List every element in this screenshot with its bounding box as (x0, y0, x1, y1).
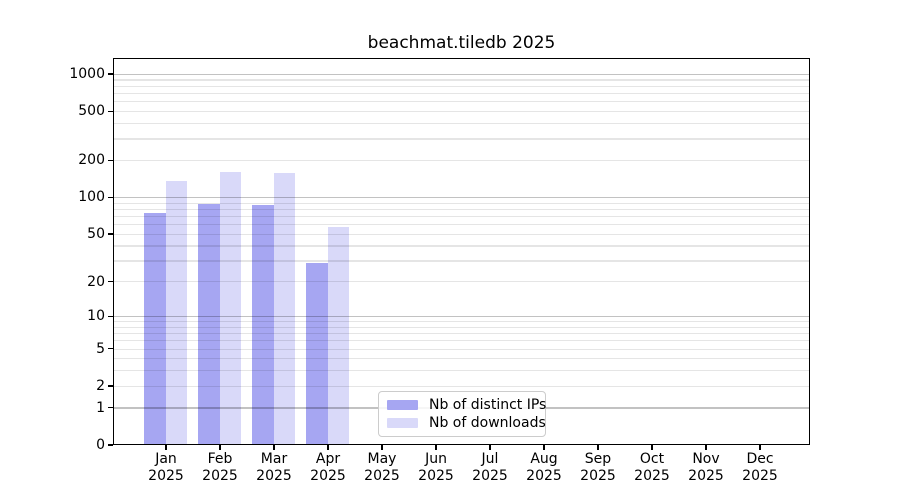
x-tick-label: Dec 2025 (742, 451, 778, 484)
gridline-minor (114, 160, 809, 162)
bar-apr-downloads (327, 227, 350, 444)
x-tick-label: Apr 2025 (310, 451, 346, 484)
gridline-minor (114, 85, 809, 87)
gridline-minor (114, 326, 809, 328)
x-tick-mark (597, 445, 599, 450)
x-tick-mark (165, 445, 167, 450)
x-tick-label: Oct 2025 (634, 451, 670, 484)
gridline-minor (114, 358, 809, 360)
gridline-minor (114, 233, 809, 235)
y-tick-mark (108, 280, 113, 283)
y-tick-mark (108, 110, 113, 112)
gridline-major (114, 73, 809, 76)
y-tick-mark (108, 385, 113, 387)
bar-mar-downloads (273, 172, 296, 444)
y-tick-label: 100 (78, 189, 105, 206)
gridline-minor (114, 122, 809, 125)
x-tick-label: Jan 2025 (148, 451, 184, 484)
y-tick-mark (108, 159, 113, 161)
bar-mar-distinct-ips (252, 204, 274, 444)
bar-apr-distinct-ips (306, 262, 328, 444)
x-tick-label: Aug 2025 (526, 451, 562, 484)
gridline-minor (114, 348, 809, 350)
y-tick-label: 10 (87, 308, 105, 325)
x-tick-label: Jun 2025 (418, 451, 454, 484)
y-tick-mark (108, 233, 113, 235)
x-tick-mark (705, 445, 707, 450)
gridline-minor (114, 260, 809, 262)
gridline-minor (114, 79, 809, 81)
bar-feb-downloads (219, 172, 242, 444)
gridline-minor (114, 385, 809, 387)
x-tick-label: Sep 2025 (580, 451, 616, 484)
y-tick-label: 200 (78, 152, 105, 169)
y-tick-mark (108, 444, 113, 446)
y-tick-label: 20 (87, 273, 105, 290)
y-tick-label: 1 (96, 399, 105, 416)
legend-swatch-distinct-ips (387, 399, 418, 411)
gridline-major (114, 315, 809, 318)
x-tick-label: Nov 2025 (688, 451, 724, 484)
plot-area (113, 58, 810, 445)
bar-jan-distinct-ips (144, 212, 166, 444)
x-tick-label: May 2025 (364, 451, 400, 484)
gridline-minor (114, 281, 809, 283)
gridline-minor (114, 202, 809, 204)
x-tick-mark (273, 445, 275, 450)
x-tick-mark (543, 445, 545, 450)
gridline-minor (114, 111, 809, 113)
gridline-minor (114, 138, 809, 140)
gridline-minor (114, 208, 809, 210)
x-tick-mark (381, 445, 383, 450)
y-tick-label: 50 (87, 225, 105, 242)
legend-label-downloads: Nb of downloads (429, 415, 546, 431)
x-tick-mark (759, 445, 761, 450)
x-tick-mark (219, 445, 221, 450)
gridline-minor (114, 224, 809, 226)
legend-label-distinct-ips: Nb of distinct IPs (429, 397, 547, 413)
legend-item-distinct-ips: Nb of distinct IPs (387, 397, 546, 413)
bar-jan-downloads (165, 180, 188, 444)
y-tick-mark (108, 315, 113, 317)
gridline-minor (114, 215, 809, 218)
y-tick-mark (108, 196, 113, 198)
legend-swatch-downloads (387, 417, 418, 429)
x-tick-mark (651, 445, 653, 450)
y-tick-label: 500 (78, 103, 105, 120)
y-tick-mark (108, 348, 113, 350)
y-tick-label: 1000 (69, 66, 105, 83)
x-tick-label: Jul 2025 (472, 451, 508, 484)
x-tick-mark (489, 445, 491, 450)
gridline-minor (114, 333, 809, 335)
x-tick-mark (435, 445, 437, 450)
gridline-minor (114, 370, 809, 372)
y-tick-mark (108, 407, 113, 409)
gridline-minor (114, 245, 809, 247)
x-tick-label: Feb 2025 (202, 451, 238, 484)
chart-title: beachmat.tiledb 2025 (367, 33, 556, 53)
y-tick-label: 2 (96, 378, 105, 395)
x-tick-mark (327, 445, 329, 450)
bar-feb-distinct-ips (198, 204, 220, 444)
y-tick-label: 5 (96, 340, 105, 357)
gridline-major (114, 196, 809, 199)
gridline-minor (114, 321, 809, 323)
x-tick-label: Mar 2025 (256, 451, 292, 484)
y-tick-label: 0 (96, 437, 105, 453)
y-tick-mark (108, 73, 113, 75)
gridline-minor (114, 340, 809, 342)
gridline-minor (114, 101, 809, 103)
legend: Nb of distinct IPs Nb of downloads (378, 391, 546, 437)
legend-item-downloads: Nb of downloads (387, 415, 546, 431)
gridline-minor (114, 92, 809, 95)
